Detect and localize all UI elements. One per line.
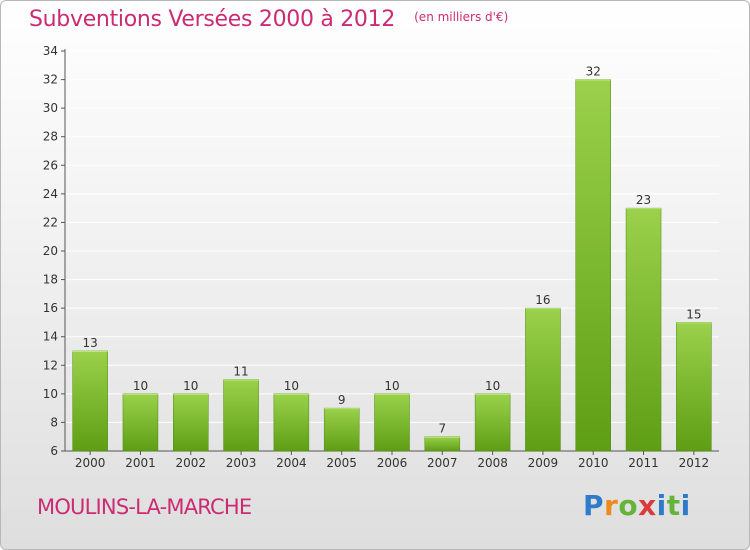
chart-subtitle: (en milliers d'€) xyxy=(414,10,509,24)
data-label: 10 xyxy=(284,379,299,393)
data-label: 13 xyxy=(83,336,98,350)
y-tick-label: 24 xyxy=(43,187,58,201)
y-tick-label: 32 xyxy=(43,73,58,87)
x-tick-label: 2001 xyxy=(125,456,156,470)
bar xyxy=(474,393,511,452)
y-tick-label: 14 xyxy=(43,330,58,344)
y-tick-label: 22 xyxy=(43,215,58,229)
y-tick-label: 10 xyxy=(43,387,58,401)
brand-letter: i xyxy=(680,489,691,522)
x-tick-label: 2004 xyxy=(276,456,307,470)
bar xyxy=(223,379,259,452)
x-tick-label: 2006 xyxy=(377,456,408,470)
y-tick-label: 6 xyxy=(50,444,58,458)
y-tick-label: 16 xyxy=(43,301,58,315)
bar xyxy=(424,436,461,452)
y-tick-label: 30 xyxy=(43,101,58,115)
bar xyxy=(374,393,410,452)
x-tick-label: 2010 xyxy=(578,456,609,470)
x-tick-label: 2009 xyxy=(528,456,559,470)
bar xyxy=(323,407,360,452)
x-tick-label: 2008 xyxy=(477,456,508,470)
x-tick-label: 2005 xyxy=(326,456,357,470)
x-tick-label: 2011 xyxy=(628,456,659,470)
x-tick-label: 2007 xyxy=(427,456,458,470)
bar xyxy=(676,322,712,452)
y-tick-label: 34 xyxy=(43,44,58,58)
commune-name: MOULINS-LA-MARCHE xyxy=(37,495,252,519)
data-label: 16 xyxy=(535,293,550,307)
brand-letter: t xyxy=(666,489,681,522)
bar xyxy=(122,393,159,452)
data-label: 23 xyxy=(636,193,651,207)
y-tick-label: 20 xyxy=(43,244,58,258)
data-label: 32 xyxy=(586,65,601,79)
y-tick-label: 12 xyxy=(43,358,58,372)
title-row: Subventions Versées 2000 à 2012 (en mill… xyxy=(29,7,508,32)
brand-letter: r xyxy=(604,489,619,522)
y-tick-label: 28 xyxy=(43,130,58,144)
x-tick-label: 2003 xyxy=(226,456,257,470)
bar xyxy=(625,207,662,452)
bar xyxy=(72,350,108,452)
x-tick-label: 2000 xyxy=(75,456,106,470)
brand-letter: x xyxy=(638,489,657,522)
data-label: 10 xyxy=(485,379,500,393)
x-tick-label: 2012 xyxy=(679,456,710,470)
brand-letter: P xyxy=(583,489,605,522)
chart-title: Subventions Versées 2000 à 2012 xyxy=(29,7,396,32)
brand-letter: i xyxy=(656,489,667,522)
data-label: 7 xyxy=(438,422,446,436)
y-tick-label: 8 xyxy=(50,415,58,429)
brand-logo: Proxiti xyxy=(583,489,691,522)
brand-letter: o xyxy=(618,489,639,522)
y-tick-label: 26 xyxy=(43,158,58,172)
data-label: 10 xyxy=(384,379,399,393)
y-tick-label: 18 xyxy=(43,273,58,287)
bar xyxy=(525,307,561,452)
bar xyxy=(173,393,209,452)
data-label: 10 xyxy=(183,379,198,393)
bar xyxy=(273,393,310,452)
x-tick-label: 2002 xyxy=(175,456,206,470)
data-label: 11 xyxy=(233,365,248,379)
bar xyxy=(575,79,611,452)
data-label: 9 xyxy=(338,393,346,407)
data-label: 10 xyxy=(133,379,148,393)
data-label: 15 xyxy=(686,307,701,321)
